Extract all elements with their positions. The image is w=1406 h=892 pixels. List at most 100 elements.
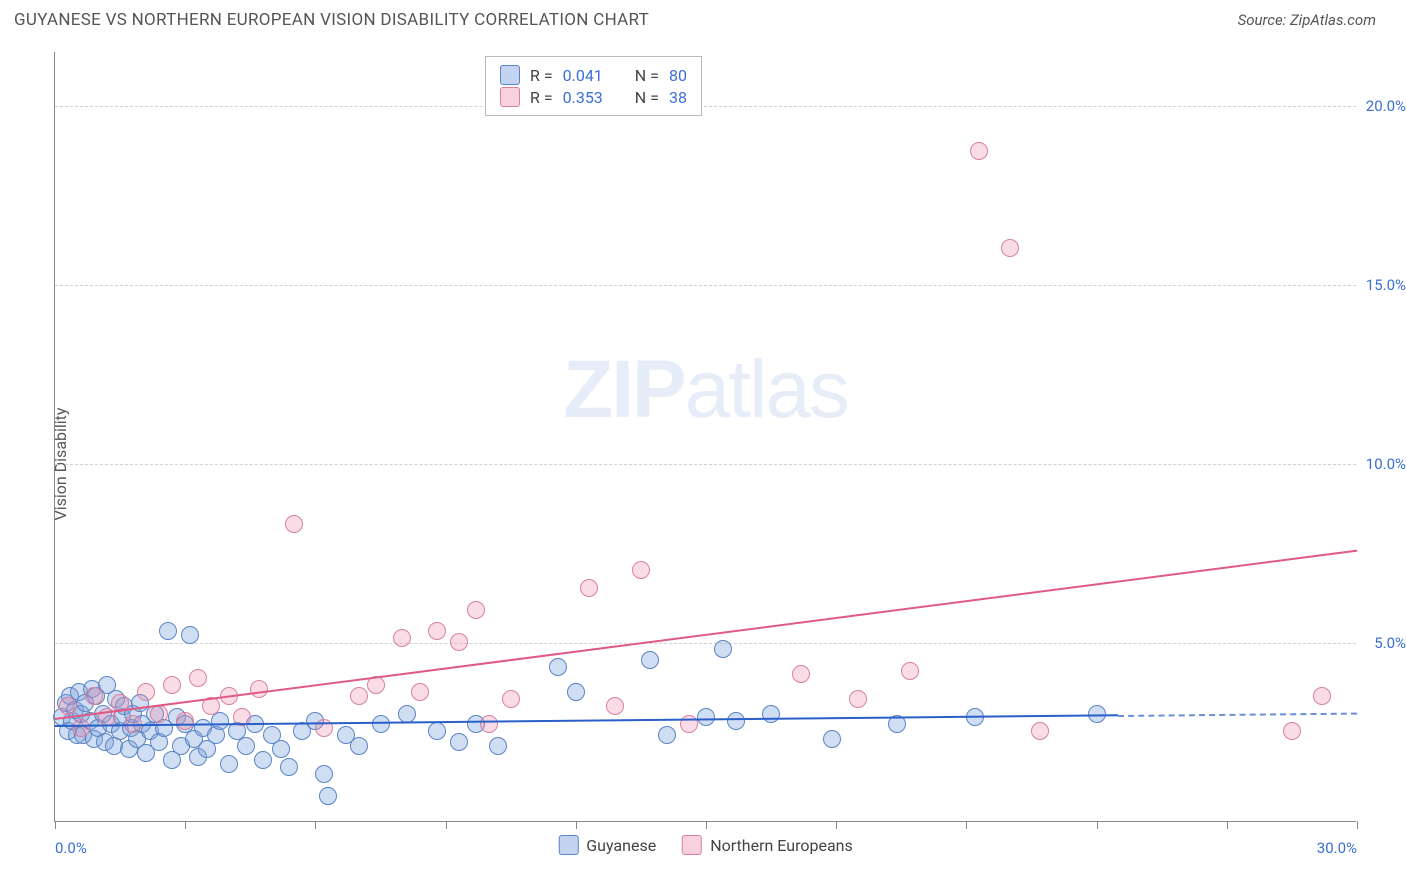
data-point-a <box>319 787 337 805</box>
data-point-b <box>176 712 194 730</box>
swatch-b-icon <box>682 835 702 855</box>
data-point-a <box>181 626 199 644</box>
ytick-label: 15.0% <box>1366 276 1406 294</box>
data-point-b <box>428 622 446 640</box>
data-point-b <box>250 680 268 698</box>
legend-item-b: Northern Europeans <box>682 835 853 855</box>
data-point-b <box>137 683 155 701</box>
data-point-a <box>823 730 841 748</box>
data-point-b <box>467 601 485 619</box>
watermark: ZIPatlas <box>563 343 848 437</box>
legend-row-a: R = 0.041 N = 80 <box>500 65 687 85</box>
series-b-name: Northern Europeans <box>710 836 853 855</box>
gridline <box>55 643 1356 644</box>
data-point-b <box>792 665 810 683</box>
gridline <box>55 106 1356 107</box>
chart-container: Vision Disability ZIPatlas R = 0.041 N =… <box>14 46 1392 882</box>
data-point-a <box>315 765 333 783</box>
data-point-b <box>1313 687 1331 705</box>
ytick-label: 5.0% <box>1374 634 1406 652</box>
data-point-a <box>220 755 238 773</box>
trend-line-b <box>55 550 1357 720</box>
data-point-a <box>272 740 290 758</box>
data-point-b <box>163 676 181 694</box>
xtick-label: 0.0% <box>55 839 87 857</box>
series-legend: Guyanese Northern Europeans <box>558 835 852 855</box>
legend-row-b: R = 0.353 N = 38 <box>500 87 687 107</box>
xtick <box>966 821 967 829</box>
gridline <box>55 464 1356 465</box>
data-point-b <box>1001 239 1019 257</box>
data-point-b <box>85 687 103 705</box>
data-point-b <box>450 633 468 651</box>
xtick <box>446 821 447 829</box>
data-point-a <box>549 658 567 676</box>
data-point-b <box>1283 722 1301 740</box>
r-value-a: 0.041 <box>563 66 603 85</box>
xtick <box>185 821 186 829</box>
plot-area: ZIPatlas R = 0.041 N = 80 R = 0.353 N = … <box>54 52 1356 822</box>
data-point-b <box>59 697 77 715</box>
data-point-b <box>72 719 90 737</box>
swatch-a-icon <box>558 835 578 855</box>
chart-header: GUYANESE VS NORTHERN EUROPEAN VISION DIS… <box>0 0 1406 36</box>
data-point-b <box>970 142 988 160</box>
watermark-light: atlas <box>685 344 848 435</box>
n-label: N = <box>635 66 659 85</box>
r-label: R = <box>530 88 553 107</box>
xtick <box>836 821 837 829</box>
chart-source: Source: ZipAtlas.com <box>1238 11 1376 29</box>
xtick <box>1097 821 1098 829</box>
series-a-name: Guyanese <box>586 836 656 855</box>
data-point-b <box>502 690 520 708</box>
n-value-a: 80 <box>669 66 687 85</box>
data-point-b <box>285 515 303 533</box>
r-value-b: 0.353 <box>563 88 603 107</box>
data-point-a <box>567 683 585 701</box>
xtick <box>576 821 577 829</box>
data-point-a <box>398 705 416 723</box>
data-point-a <box>450 733 468 751</box>
data-point-a <box>159 622 177 640</box>
data-point-a <box>489 737 507 755</box>
data-point-b <box>632 561 650 579</box>
data-point-b <box>580 579 598 597</box>
chart-title: GUYANESE VS NORTHERN EUROPEAN VISION DIS… <box>14 10 649 30</box>
data-point-a <box>237 737 255 755</box>
swatch-a <box>500 65 520 85</box>
swatch-b <box>500 87 520 107</box>
xtick-label: 30.0% <box>1317 839 1357 857</box>
data-point-b <box>849 690 867 708</box>
data-point-b <box>411 683 429 701</box>
r-label: R = <box>530 66 553 85</box>
xtick <box>1357 821 1358 829</box>
correlation-legend: R = 0.041 N = 80 R = 0.353 N = 38 <box>485 56 702 116</box>
ytick-label: 10.0% <box>1366 455 1406 473</box>
data-point-b <box>901 662 919 680</box>
watermark-bold: ZIP <box>563 344 685 435</box>
data-point-b <box>393 629 411 647</box>
data-point-a <box>641 651 659 669</box>
data-point-a <box>697 708 715 726</box>
data-point-a <box>762 705 780 723</box>
xtick <box>1227 821 1228 829</box>
xtick <box>706 821 707 829</box>
xtick <box>55 821 56 829</box>
data-point-b <box>350 687 368 705</box>
data-point-b <box>189 669 207 687</box>
data-point-a <box>254 751 272 769</box>
legend-item-a: Guyanese <box>558 835 656 855</box>
data-point-a <box>428 722 446 740</box>
n-label: N = <box>635 88 659 107</box>
data-point-a <box>727 712 745 730</box>
ytick-label: 20.0% <box>1366 97 1406 115</box>
data-point-b <box>1031 722 1049 740</box>
gridline <box>55 285 1356 286</box>
data-point-a <box>350 737 368 755</box>
data-point-b <box>606 697 624 715</box>
n-value-b: 38 <box>669 88 687 107</box>
data-point-a <box>714 640 732 658</box>
xtick <box>315 821 316 829</box>
data-point-a <box>372 715 390 733</box>
data-point-b <box>480 715 498 733</box>
